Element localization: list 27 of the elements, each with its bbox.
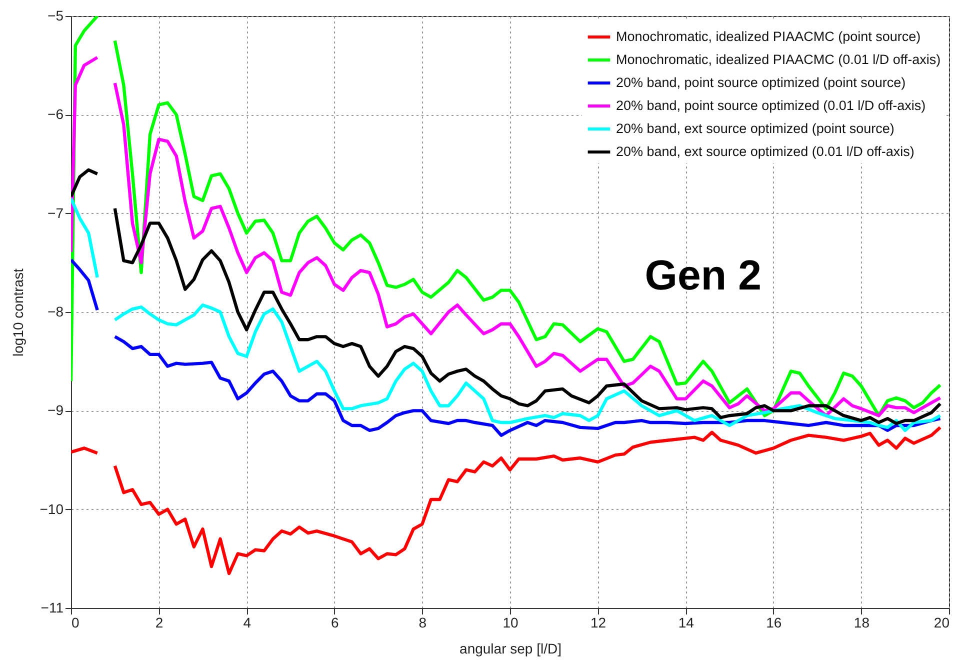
x-tick-label: 8 [418,614,427,630]
x-tick-label: 2 [155,614,164,630]
y-tick-label: −9 [48,402,64,418]
x-tick-label: 6 [331,614,339,630]
annotation: Gen 2 [644,251,762,298]
legend-label: Monochromatic, idealized PIAACMC (0.01 l/D off-axis) [616,52,941,67]
y-tick-label: −6 [48,106,64,122]
x-tick-label: 20 [934,614,950,630]
y-tick-label: −8 [48,304,64,320]
x-tick-label: 12 [590,614,606,630]
legend-label: 20% band, ext source optimized (point source) [616,121,894,136]
x-tick-label: 4 [243,614,252,630]
legend-label: Monochromatic, idealized PIAACMC (point source) [616,29,921,44]
x-tick-label: 16 [766,614,782,630]
x-tick-label: 18 [854,614,870,630]
legend-label: 20% band, ext source optimized (0.01 l/D off-axis) [616,144,914,159]
y-tick-label: −7 [48,204,64,221]
y-tick-label: −11 [40,600,64,616]
x-tick-label: 14 [678,614,694,630]
y-axis-title: log10 contrast [10,268,26,356]
y-tick-label: −5 [48,8,64,24]
x-axis-title: angular sep [l/D] [460,640,562,656]
x-tick-label: 10 [502,614,518,630]
legend-label: 20% band, point source optimized (point source) [616,75,906,90]
legend-label: 20% band, point source optimized (0.01 l/D off-axis) [616,98,926,113]
x-tick-label: 0 [72,614,80,630]
y-tick-label: −10 [40,500,64,517]
